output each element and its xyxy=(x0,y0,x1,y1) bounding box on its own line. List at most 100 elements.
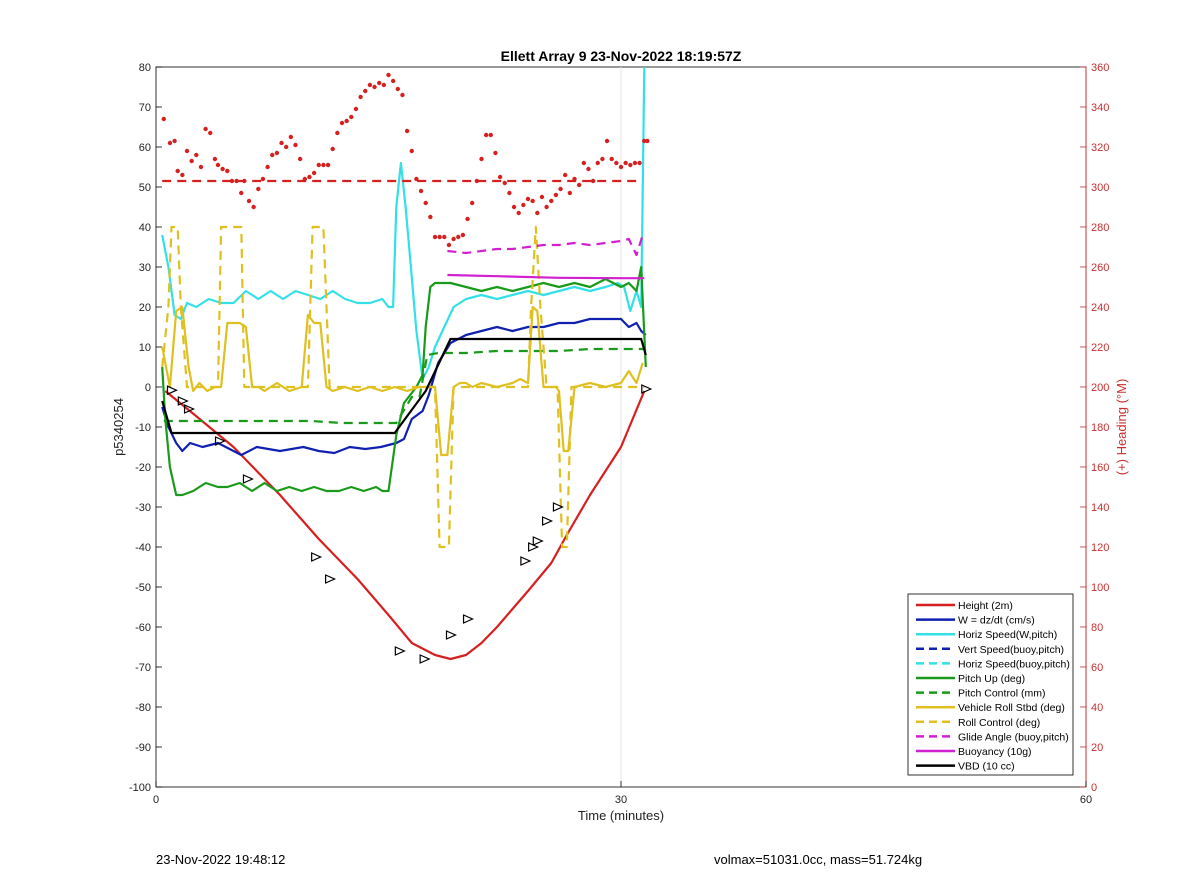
y-right-tick-label: 220 xyxy=(1091,342,1109,354)
series-height-2m xyxy=(164,390,646,661)
heading-point xyxy=(270,152,275,158)
y-left-tick-label: -50 xyxy=(135,582,151,594)
heading-point xyxy=(590,178,596,184)
heading-point xyxy=(302,176,307,182)
height-marker xyxy=(214,436,227,446)
y-right-tick-label: 300 xyxy=(1091,182,1109,194)
heading-point xyxy=(288,134,294,140)
heading-point xyxy=(293,142,298,148)
heading-point xyxy=(595,160,600,166)
heading-point xyxy=(572,176,577,182)
y-left-tick-label: -100 xyxy=(129,782,151,794)
heading-point xyxy=(558,186,563,192)
heading-point xyxy=(172,138,177,144)
heading-point xyxy=(428,214,433,220)
heading-point xyxy=(316,162,321,168)
heading-point xyxy=(632,160,638,166)
y-right-tick-label: 120 xyxy=(1091,542,1109,554)
heading-point xyxy=(525,196,531,202)
heading-point xyxy=(372,84,377,90)
heading-point xyxy=(539,194,545,200)
heading-point xyxy=(442,234,447,240)
series-vbd-10-cc xyxy=(161,337,647,435)
y-right-tick-label: 360 xyxy=(1091,62,1109,74)
heading-point xyxy=(493,150,498,156)
heading-point xyxy=(395,86,400,92)
heading-point xyxy=(325,162,331,168)
heading-point xyxy=(251,204,256,210)
heading-point xyxy=(203,126,208,132)
heading-point xyxy=(586,166,591,172)
y-left-tick-label: -90 xyxy=(135,742,151,754)
heading-point xyxy=(437,234,442,240)
y-right-tick-label: 20 xyxy=(1091,742,1103,754)
heading-point xyxy=(335,130,340,136)
chart-title: Ellett Array 9 23-Nov-2022 18:19:57Z xyxy=(501,48,742,64)
legend-label: Roll Control (deg) xyxy=(958,717,1040,729)
heading-point xyxy=(609,156,614,162)
heading-point xyxy=(414,176,419,182)
y-left-tick-label: 80 xyxy=(139,62,151,74)
heading-point xyxy=(460,232,466,238)
heading-point xyxy=(497,174,503,180)
y-right-tick-label: 80 xyxy=(1091,622,1103,634)
heading-point xyxy=(381,82,387,88)
y-right-tick-label: 0 xyxy=(1091,782,1097,794)
footer-timestamp: 23-Nov-2022 19:48:12 xyxy=(156,852,286,867)
heading-point xyxy=(358,94,363,100)
y-left-tick-label: -40 xyxy=(135,542,151,554)
y-right-tick-label: 140 xyxy=(1091,502,1109,514)
heading-point xyxy=(386,72,391,78)
markers-layer xyxy=(161,72,653,664)
heading-point xyxy=(446,242,452,248)
heading-point xyxy=(470,200,475,206)
heading-point xyxy=(637,160,642,166)
y-left-tick-label: 40 xyxy=(139,222,151,234)
axes-layer: 80706050403020100-10-20-30-40-50-60-70-8… xyxy=(129,62,1109,806)
y-left-tick-label: -80 xyxy=(135,702,151,714)
y-left-tick-label: -30 xyxy=(135,502,151,514)
heading-point xyxy=(600,156,605,162)
legend-label: Vehicle Roll Stbd (deg) xyxy=(958,702,1065,714)
height-marker xyxy=(177,396,189,406)
y-right-tick-label: 320 xyxy=(1091,142,1109,154)
heading-point xyxy=(432,234,438,240)
heading-point xyxy=(456,234,461,240)
x-tick-label: 30 xyxy=(615,794,627,806)
heading-point xyxy=(628,162,633,168)
footer-params: volmax=51031.0cc, mass=51.724kg xyxy=(714,852,923,867)
heading-point xyxy=(167,140,173,146)
heading-point xyxy=(390,78,396,84)
heading-point xyxy=(511,204,517,210)
heading-point xyxy=(604,138,610,144)
y-left-tick-label: 10 xyxy=(139,342,151,354)
heading-point xyxy=(576,182,582,188)
x-tick-label: 60 xyxy=(1080,794,1092,806)
legend-label: Horiz Speed(W,pitch) xyxy=(958,629,1057,641)
legend: Height (2m) W = dz/dt (cm/s) Horiz Speed(W… xyxy=(907,593,1074,776)
y-right-tick-label: 180 xyxy=(1091,422,1109,434)
height-marker xyxy=(641,384,653,394)
heading-point xyxy=(507,190,512,196)
legend-label: W = dz/dt (cm/s) xyxy=(958,615,1035,627)
y-left-tick-label: -60 xyxy=(135,622,151,634)
legend-box xyxy=(907,593,1074,776)
heading-point xyxy=(175,168,180,174)
heading-point xyxy=(614,160,619,166)
y-left-tick-label: 30 xyxy=(139,262,151,274)
heading-point xyxy=(465,216,470,222)
heading-point xyxy=(409,148,414,154)
y-right-tick-label: 160 xyxy=(1091,462,1109,474)
y-right-tick-label: 40 xyxy=(1091,702,1103,714)
y-left-tick-label: 60 xyxy=(139,142,151,154)
height-marker xyxy=(419,654,431,664)
legend-label: VBD (10 cc) xyxy=(958,761,1015,773)
legend-label: Buoyancy (10g) xyxy=(958,746,1032,758)
heading-point xyxy=(339,120,345,126)
heading-point xyxy=(344,118,349,124)
heading-point xyxy=(208,130,213,136)
height-marker xyxy=(166,385,178,396)
series-pitch-up-deg xyxy=(161,265,647,497)
heading-point xyxy=(307,174,312,180)
legend-label: Pitch Control (mm) xyxy=(958,688,1046,700)
